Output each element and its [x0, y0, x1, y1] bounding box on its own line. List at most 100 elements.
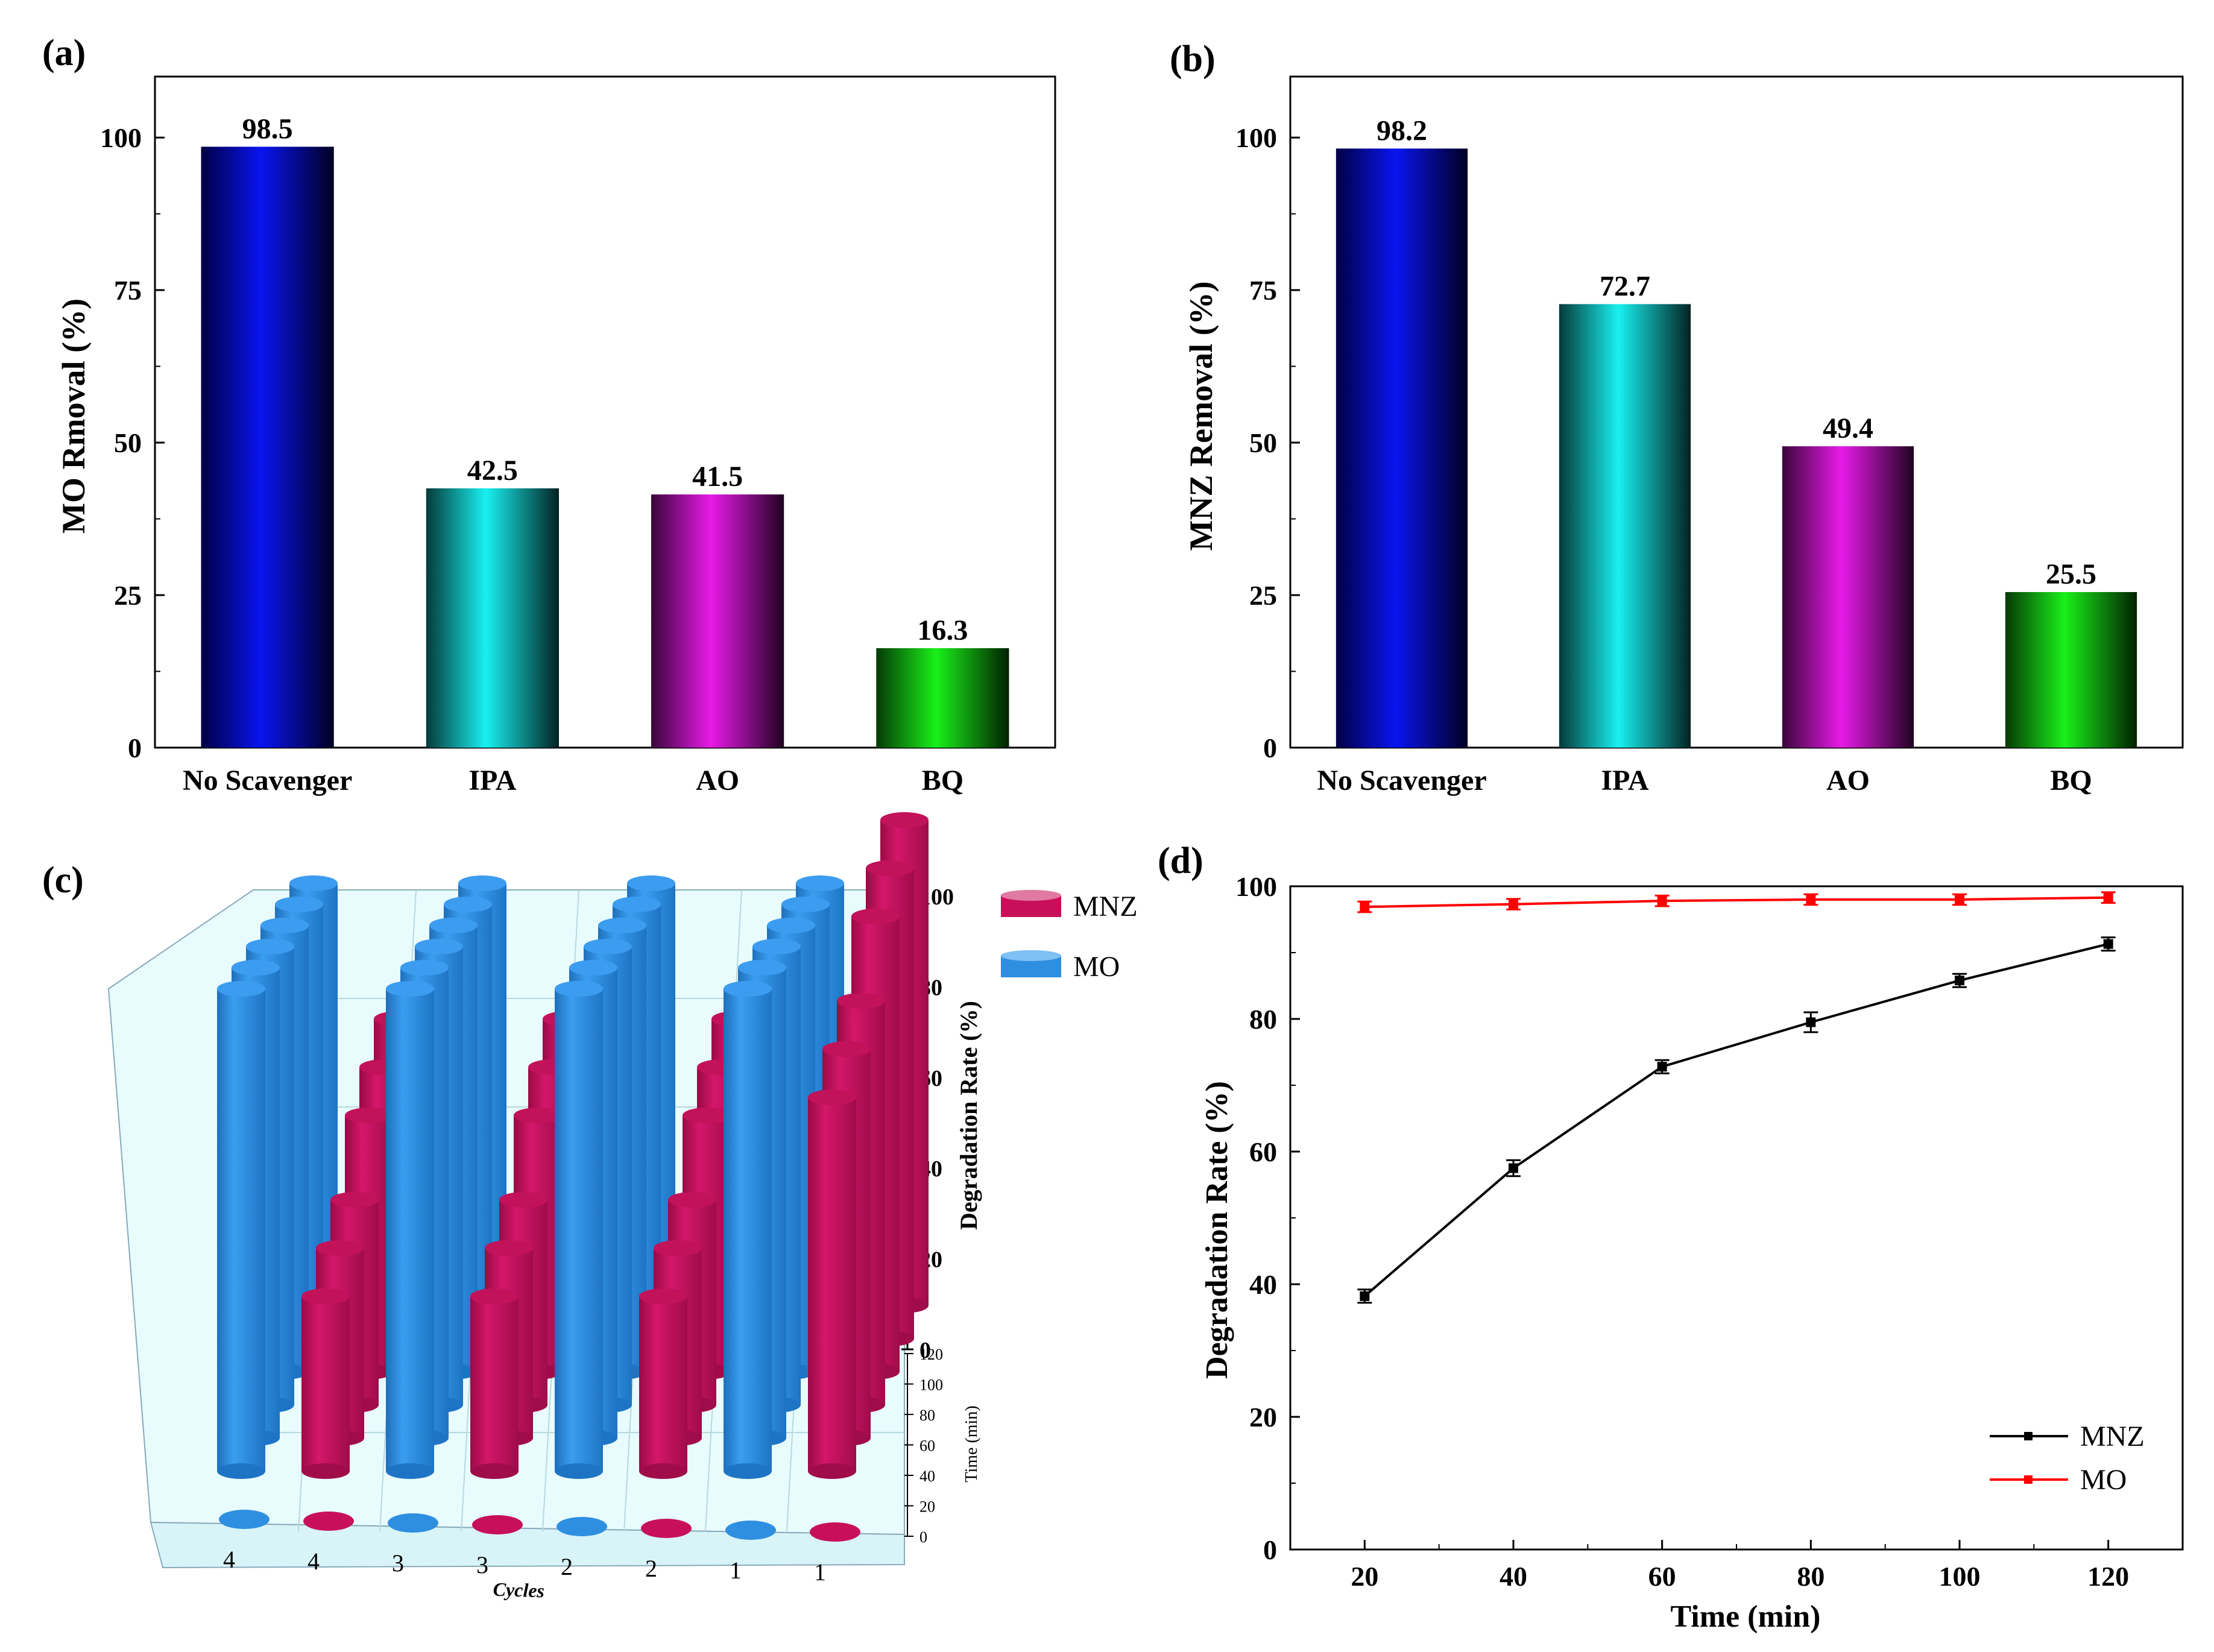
- panel-b-x-tick-label: AO: [1826, 765, 1870, 796]
- panel-a-y-tick-label: 50: [114, 427, 142, 458]
- panel-c-floor-disc: [388, 1513, 438, 1533]
- panel-b: (b) 0 25 50 75 100 No Scavenger IPA AO BQ 98.2 72…: [1170, 39, 2184, 796]
- panel-a-bar-ipa: [426, 488, 559, 748]
- panel-d-x-tick-label: 40: [1500, 1561, 1527, 1592]
- panel-c-mnz-cylinder-top: [808, 1089, 856, 1105]
- panel-c-legend: MNZ MO: [1001, 890, 1138, 983]
- panel-d-x-tick-label: 60: [1648, 1561, 1676, 1592]
- panel-c-mnz-cylinder-top: [880, 812, 929, 828]
- panel-b-y-axis-title: MNZ Removal (%): [1183, 282, 1219, 551]
- panel-c-cycle-label: 1: [730, 1557, 742, 1584]
- panel-c-cycle-label: 4: [308, 1548, 320, 1575]
- panel-c-floor-disc: [641, 1519, 692, 1538]
- panel-c-mo-cylinder-top: [569, 960, 617, 976]
- panel-c-mo-cylinder-top: [246, 939, 294, 954]
- panel-c-floor-disc: [725, 1521, 776, 1540]
- panel-c-mnz-cylinder-top: [514, 1108, 562, 1123]
- panel-b-y-tick-label: 50: [1249, 427, 1277, 458]
- panel-d-label: (d): [1158, 840, 1203, 881]
- panel-c-mnz-cylinder-base: [301, 1463, 350, 1479]
- panel-c-mo-cylinder-top: [444, 897, 492, 912]
- panel-c-mo-cylinder-base: [217, 1463, 265, 1479]
- panel-d-y-axis-title: Degradation Rate (%): [1200, 1081, 1234, 1379]
- panel-c-floor-disc: [472, 1515, 523, 1534]
- panel-d-point-mnz: [1806, 1017, 1816, 1027]
- panel-a-plot-frame: [154, 75, 1056, 749]
- panel-c-rate-tick-label: 0: [919, 1338, 931, 1363]
- panel-c-mo-cylinder-top: [275, 897, 323, 912]
- panel-b-y-tick-label: 75: [1249, 275, 1277, 306]
- panel-d-y-tick-label: 0: [1263, 1534, 1277, 1565]
- panel-c-mo-cylinder-top: [613, 897, 661, 912]
- panel-c-legend-swatch-top: [1001, 950, 1061, 961]
- panel-d-y-tick-label: 100: [1235, 871, 1277, 902]
- panel-a-y-tick-label: 0: [128, 733, 142, 763]
- panel-c-mnz-cylinder-top: [485, 1240, 533, 1256]
- panel-c-time-tick-label: 20: [919, 1498, 935, 1516]
- panel-c-cycle-label: 4: [223, 1546, 235, 1573]
- panel-c-mo-cylinder-top: [796, 875, 844, 891]
- panel-d-legend-label: MO: [2080, 1464, 2127, 1496]
- panel-c-time-tick-label: 80: [919, 1407, 935, 1424]
- panel-c-mo-cylinder-top: [724, 981, 772, 997]
- panel-c-cycle-label: 3: [476, 1551, 488, 1578]
- panel-d-series: [1357, 891, 2116, 1304]
- panel-c-floor-disc: [303, 1512, 354, 1531]
- panel-c-mo-cylinder-top: [217, 981, 265, 997]
- panel-c-mnz-cylinder-top: [837, 993, 885, 1009]
- panel-b-x-tick-label: BQ: [2050, 765, 2092, 796]
- panel-c-mo-cylinder-top: [400, 960, 449, 976]
- panel-c-y-axis-title: Time (min): [962, 1405, 981, 1482]
- panel-d-x-tick-label: 80: [1797, 1561, 1824, 1592]
- panel-c-mnz-cylinder-top: [470, 1288, 519, 1304]
- panel-b-bar-ao: [1782, 446, 1914, 748]
- panel-b-x-tick-label: IPA: [1601, 765, 1648, 796]
- panel-c-mo-cylinder: [386, 989, 434, 1471]
- panel-d-point-mo: [1509, 899, 1518, 909]
- panel-c-legend-label: MO: [1073, 951, 1120, 983]
- panel-c-mo-cylinder-base: [555, 1463, 603, 1479]
- panel-a-bar-bq: [876, 648, 1009, 748]
- panel-d-line-mnz: [1364, 942, 2109, 1297]
- panel-c-time-tick-label: 60: [919, 1437, 935, 1455]
- panel-a-x-tick-label: IPA: [468, 765, 516, 796]
- panel-d-plot-frame: [1289, 885, 2184, 1551]
- panel-c-mnz-cylinder-top: [345, 1108, 393, 1123]
- panel-c-mo-cylinder-top: [232, 960, 280, 976]
- panel-b-bar-bq: [2005, 591, 2137, 748]
- panel-b-bars: 98.2 72.7 49.4 25.5: [1336, 115, 2137, 748]
- panel-b-y-tick-label: 25: [1249, 580, 1277, 611]
- panel-c-cycle-label: 3: [392, 1550, 404, 1577]
- panel-c-cycle-label: 1: [814, 1559, 826, 1586]
- panel-a: (a) 0 25 50 75 100 No Scavenger IPA AO BQ 98.5 42…: [42, 33, 1056, 796]
- panel-a-y-tick-label: 25: [114, 580, 142, 611]
- panel-d-legend-label: MNZ: [2080, 1420, 2145, 1452]
- panel-c-time-tick-label: 100: [919, 1376, 943, 1394]
- panel-a-x-tick-label: No Scavenger: [183, 765, 352, 796]
- panel-c-mnz-cylinder-top: [301, 1288, 350, 1304]
- panel-a-x-tick-label: AO: [696, 765, 739, 796]
- panel-c-mo-cylinder-top: [781, 897, 830, 912]
- panel-c-cycle-label: 2: [645, 1555, 657, 1582]
- panel-c-mo-cylinder-top: [289, 875, 338, 891]
- panel-d-y-tick-label: 80: [1249, 1004, 1277, 1035]
- panel-c-mnz-cylinder-top: [499, 1192, 547, 1208]
- panel-c-mnz-cylinder-top: [683, 1108, 731, 1123]
- panel-c-mo-cylinder-top: [627, 875, 675, 891]
- panel-c-floor-disc: [810, 1522, 860, 1542]
- panel-c-mo-cylinder-top: [386, 981, 434, 997]
- panel-c-mo-cylinder-top: [260, 918, 309, 933]
- panel-c-mnz-cylinder-top: [851, 909, 900, 924]
- panel-d: (d) 0 20 40 60 80 100 20 40 60 80 100 120 MNZ MO Tim…: [1158, 840, 2184, 1634]
- panel-c-mnz-cylinder-top: [316, 1240, 364, 1256]
- panel-c-mnz-cylinder: [470, 1296, 519, 1471]
- panel-b-bar-value-label: 25.5: [2046, 558, 2096, 590]
- panel-b-x-tick-label: No Scavenger: [1317, 765, 1486, 796]
- panel-c-mo-cylinder-top: [429, 918, 478, 933]
- panel-b-axes: 0 25 50 75 100 No Scavenger IPA AO BQ: [1235, 75, 2184, 796]
- panel-a-bars: 98.5 42.5 41.5 16.3: [201, 113, 1009, 748]
- panel-c-mnz-cylinder: [301, 1296, 350, 1471]
- panel-c-time-tick-label: 40: [919, 1468, 935, 1485]
- panel-d-point-mo: [2103, 892, 2113, 903]
